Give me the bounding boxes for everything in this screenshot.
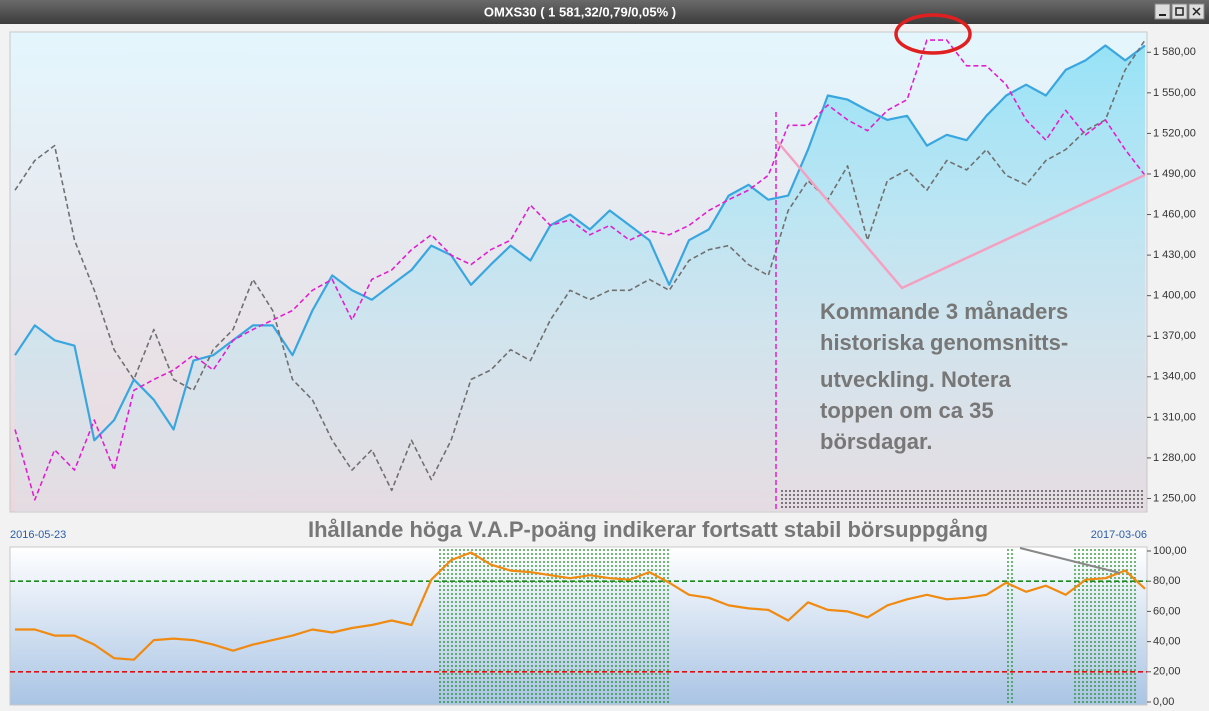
annotation-text: Kommande 3 månaders [820, 299, 1068, 324]
peak-highlight [894, 13, 972, 55]
y-tick-label: 20,00 [1153, 666, 1181, 678]
y-tick-label: 1 580,00 [1153, 46, 1196, 58]
y-tick-label: 1 490,00 [1153, 168, 1196, 180]
y-tick-label: 80,00 [1153, 575, 1181, 587]
indicator-plot-area [9, 546, 1148, 706]
maximize-button[interactable] [1171, 3, 1188, 20]
window-buttons [1154, 3, 1205, 20]
y-tick-label: 1 400,00 [1153, 290, 1196, 302]
annotation-text: börsdagar. [820, 429, 932, 454]
y-tick-label: 1 250,00 [1153, 492, 1196, 504]
series-line [15, 551, 1146, 661]
series-line [14, 44, 1146, 442]
minimize-button[interactable] [1154, 3, 1171, 20]
indicator-title: Ihållande höga V.A.P-poäng indikerar for… [308, 517, 988, 542]
y-tick-label: 40,00 [1153, 636, 1181, 648]
y-tick-label: 100,00 [1153, 545, 1187, 557]
y-tick-label: 1 370,00 [1153, 330, 1196, 342]
main-chart: 1 250,00 1 280,00 1 310,00 1 340,00 1 370,00… [10, 39, 1196, 541]
y-tick-label: 1 310,00 [1153, 411, 1196, 423]
y-tick-label: 1 520,00 [1153, 127, 1196, 139]
series-line [14, 39, 1146, 501]
annotation-text: toppen om ca 35 [820, 398, 994, 423]
indicator-chart: 0,00 20,00 40,00 60,00 80,00 100,00 [10, 545, 1187, 708]
y-tick-label: 0,00 [1153, 696, 1174, 708]
y-tick-label: 1 460,00 [1153, 208, 1196, 220]
title-bar [0, 0, 1209, 24]
y-tick-label: 1 280,00 [1153, 452, 1196, 464]
y-tick-label: 60,00 [1153, 605, 1181, 617]
y-tick-label: 1 430,00 [1153, 249, 1196, 261]
x-tick-label: 2017-03-06 [1091, 529, 1147, 541]
projection-annotation [775, 139, 1146, 290]
annotation-text: utveckling. Notera [820, 367, 1011, 392]
x-tick-label: 2016-05-23 [10, 529, 66, 541]
series-area [15, 45, 1145, 512]
y-tick-label: 1 340,00 [1153, 371, 1196, 383]
forecast-hatch [781, 490, 1143, 510]
y-tick-label: 1 550,00 [1153, 87, 1196, 99]
window-title: OMXS30 ( 1 581,32/0,79/0,05% ) [484, 4, 676, 19]
trend-annotation [1019, 547, 1121, 574]
series-line [14, 39, 1146, 492]
annotation-text: historiska genomsnitts- [820, 330, 1068, 355]
